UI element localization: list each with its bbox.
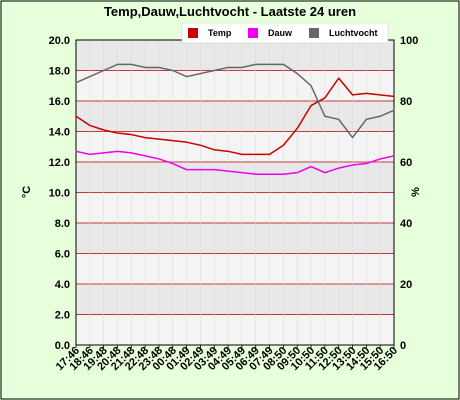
right-axis-ticks: 0 20 40 60 80 100 xyxy=(400,35,418,352)
plot-bands xyxy=(76,40,394,345)
legend-swatch-temp xyxy=(188,28,198,38)
left-axis-ticks: 0.0 2.0 4.0 6.0 8.0 10.0 12.0 14.0 16.0 18.0 20.0 xyxy=(49,35,70,352)
y-tick-label-left: 2.0 xyxy=(55,310,70,322)
series-line-dauw xyxy=(75,150,395,175)
chart-title: Temp,Dauw,Luchtvocht - Laatste 24 uren xyxy=(104,4,356,19)
y-tick-label-left: 14.0 xyxy=(49,127,70,139)
y-tick-label-left: 4.0 xyxy=(55,279,70,291)
plot-band xyxy=(76,131,394,162)
plot-band xyxy=(76,70,394,101)
legend-label-temp: Temp xyxy=(208,28,232,38)
legend-label-dauw: Dauw xyxy=(268,28,293,38)
y-tick-label-right: 0 xyxy=(400,340,406,352)
y-axis-left-label: °C xyxy=(21,186,33,198)
plot-band xyxy=(76,314,394,345)
series-lines xyxy=(75,63,395,175)
legend-label-luchtvocht: Luchtvocht xyxy=(329,28,378,38)
series-line-temp xyxy=(75,77,395,156)
y-tick-label-right: 20 xyxy=(400,279,412,291)
y-axis-right-label: % xyxy=(410,187,422,197)
legend-swatch-dauw xyxy=(248,28,258,38)
y-tick-label-left: 0.0 xyxy=(55,340,70,352)
y-tick-label-left: 8.0 xyxy=(55,218,70,230)
y-tick-label-left: 10.0 xyxy=(49,188,70,200)
y-tick-label-left: 6.0 xyxy=(55,249,70,261)
plot-band xyxy=(76,192,394,223)
legend-box xyxy=(181,22,389,44)
plot-band xyxy=(76,284,394,315)
y-tick-label-left: 16.0 xyxy=(49,96,70,108)
y-tick-label-right: 60 xyxy=(400,157,412,169)
y-tick-label-right: 40 xyxy=(400,218,412,230)
plot-band xyxy=(76,253,394,284)
y-tick-label-left: 20.0 xyxy=(49,35,70,47)
plot-band xyxy=(76,223,394,254)
series-line-luchtvocht xyxy=(75,63,395,139)
y-tick-label-left: 12.0 xyxy=(49,157,70,169)
legend: Temp Dauw Luchtvocht xyxy=(181,22,389,44)
y-tick-label-right: 80 xyxy=(400,96,412,108)
plot-band xyxy=(76,101,394,132)
legend-swatch-luchtvocht xyxy=(309,28,319,38)
y-tick-label-left: 18.0 xyxy=(49,66,70,78)
plot-band xyxy=(76,40,394,71)
y-tick-label-right: 100 xyxy=(400,35,418,47)
